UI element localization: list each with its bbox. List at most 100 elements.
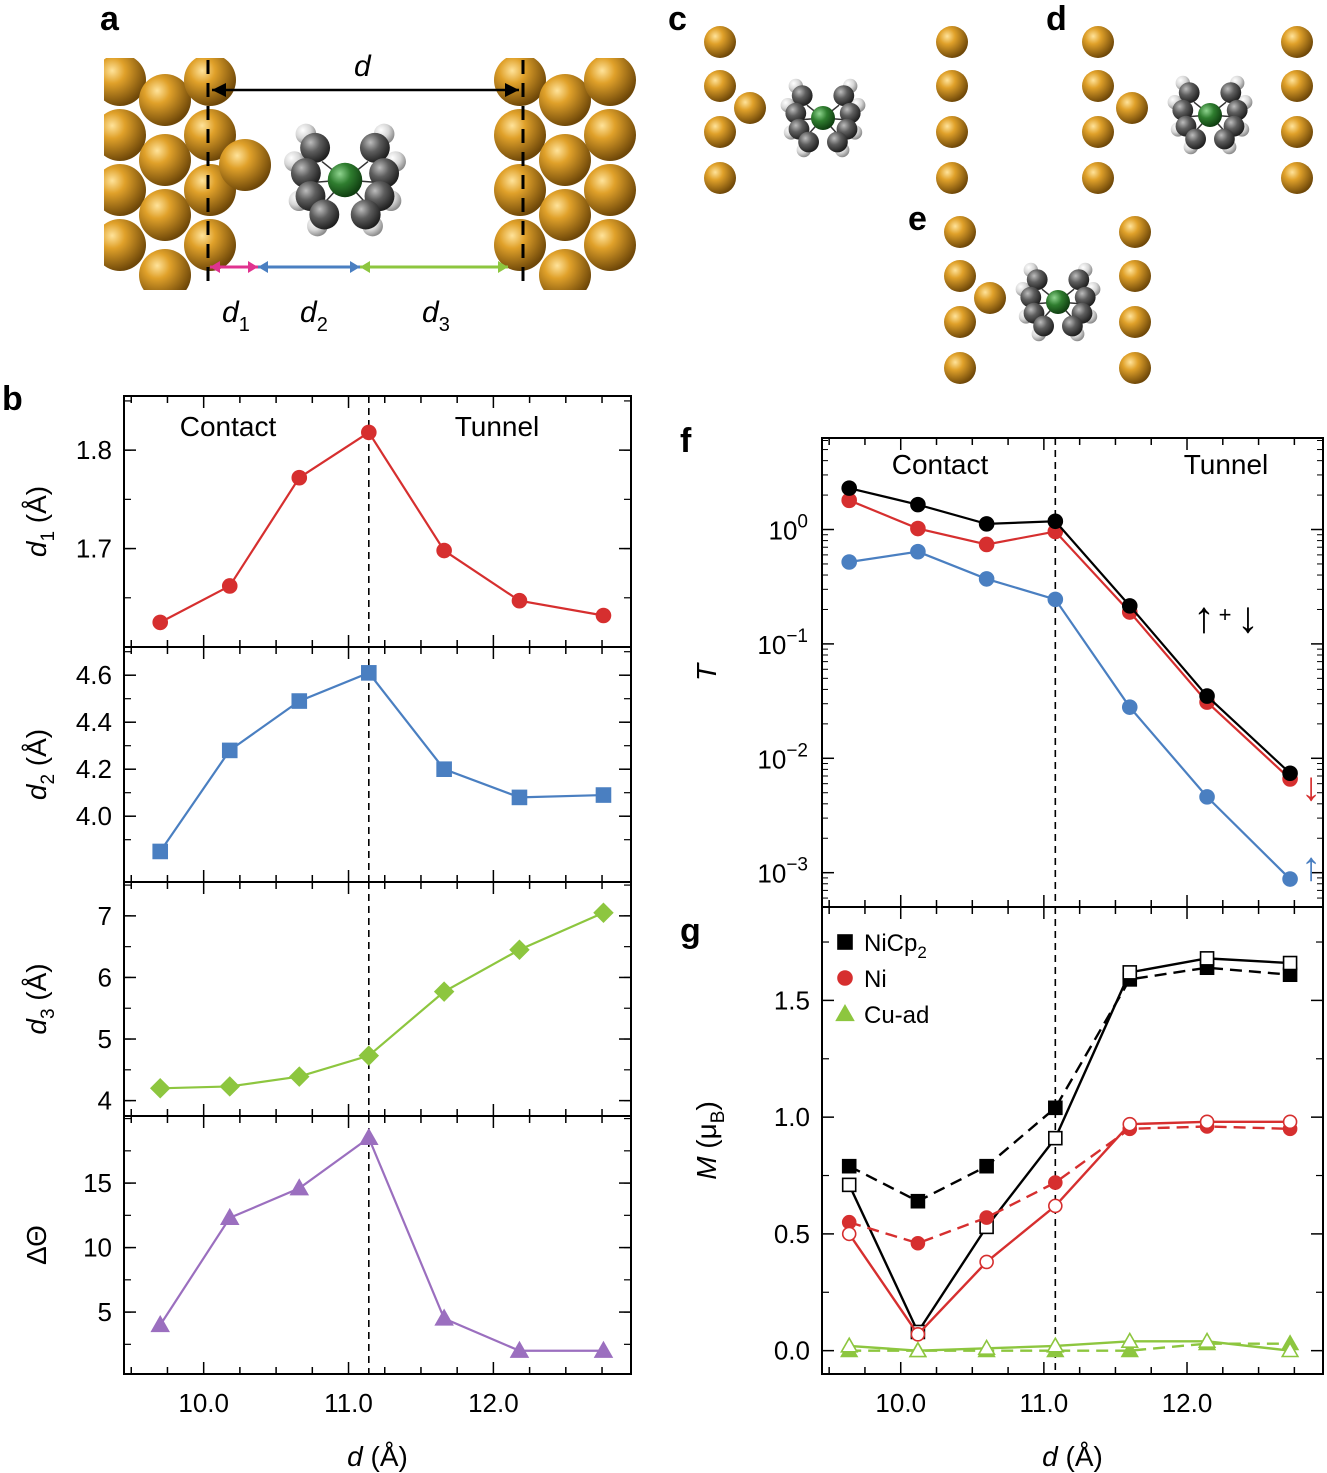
series-line-Ni-filled (848, 1125, 1291, 1245)
y-axis-label: d1 (Å) (21, 486, 59, 557)
series-line (159, 671, 604, 853)
series-line (160, 911, 604, 1090)
data-point (1280, 1341, 1300, 1358)
series-line (159, 430, 604, 624)
legend-entry: Ni (864, 966, 887, 993)
gold-atom (104, 58, 146, 106)
data-point (593, 902, 614, 924)
spin-up-total-arrow: ↑ (1193, 593, 1215, 642)
spin-down-arrow: ↓ (1301, 765, 1321, 809)
chart-d1: 1.7 1.8 d1 (Å) Contact Tunnel (21, 395, 632, 648)
gold-atom (1281, 70, 1313, 102)
carbon-atom (1026, 269, 1048, 290)
gold-atom (139, 134, 191, 186)
y-tick-label: 0.5 (774, 1219, 810, 1249)
chart-d3: 4 5 6 7 d3 (Å) (21, 881, 632, 1117)
data-point (1199, 1114, 1215, 1130)
data-point (1121, 699, 1138, 715)
y-tick-label: 7 (98, 901, 112, 931)
chart-d2: 4.0 4.2 4.4 4.6 d2 (Å) (21, 646, 632, 883)
region-label-contact: Contact (180, 411, 277, 442)
gold-atom (584, 164, 636, 216)
gold-atom (539, 134, 591, 186)
x-tick-label: 10.0 (875, 1388, 926, 1418)
gold-atom (494, 219, 546, 271)
panel-letter-c: c (668, 0, 687, 38)
carbon-atom (1068, 269, 1090, 290)
y-axis-label: d2 (Å) (21, 729, 59, 800)
y-tick-label: 1.0 (774, 1102, 810, 1132)
data-point (434, 1308, 454, 1326)
carbon-atom (833, 85, 855, 106)
data-point (1282, 1114, 1298, 1130)
nickel-atom (1046, 290, 1070, 314)
carbon-atom (290, 158, 321, 189)
panel-letter-g: g (680, 912, 701, 950)
gold-atom (104, 164, 146, 216)
y-tick-label: 10−2 (757, 740, 808, 774)
data-point (841, 1158, 857, 1174)
data-point (1048, 1130, 1063, 1146)
y-tick-label: 4.4 (76, 707, 112, 737)
series-line (159, 1136, 604, 1352)
data-point (361, 665, 377, 681)
data-point (1048, 1100, 1063, 1116)
data-point (908, 1341, 928, 1358)
y-axis-label: T (691, 662, 722, 681)
y-tick-label: 1.8 (76, 435, 112, 465)
carbon-atom (839, 102, 861, 124)
structure-c (704, 26, 968, 194)
gold-atom (539, 189, 591, 241)
data-point (910, 543, 926, 560)
spin-up-arrow: ↑ (1301, 845, 1321, 889)
data-point (910, 496, 926, 513)
nickel-atom (811, 106, 835, 130)
spin-plus-sign: + (1219, 602, 1232, 627)
carbon-atom (1226, 99, 1248, 121)
gold-atom (704, 26, 736, 58)
gold-atom (1119, 216, 1151, 248)
y-tick-label: 5 (98, 1297, 112, 1327)
data-point (978, 536, 995, 553)
data-point (595, 787, 612, 803)
y-tick-label: 10 (83, 1233, 112, 1263)
plot-frame (821, 906, 1324, 1375)
panel-letter-b: b (2, 380, 23, 418)
data-point (221, 578, 238, 594)
data-point (910, 1235, 926, 1251)
y-tick-label: 1.5 (774, 985, 810, 1015)
data-point (1047, 513, 1064, 530)
data-point (1047, 591, 1064, 608)
data-point (509, 939, 530, 960)
gold-atom (1082, 116, 1114, 148)
gold-atom (936, 26, 968, 58)
gold-atom (139, 249, 191, 290)
series-line-spin-down (848, 499, 1291, 780)
gold-atom (1082, 26, 1114, 58)
d3-label: d3 (422, 296, 450, 336)
data-point (910, 520, 926, 537)
data-point (1122, 1116, 1138, 1132)
gold-atom (944, 260, 976, 292)
x-axis-label: d (Å) (1042, 1441, 1103, 1472)
y-axis-label: M (μB) (691, 1101, 729, 1180)
legend-entry: Cu-ad (864, 1002, 929, 1029)
panel-letter-a: a (100, 0, 120, 38)
y-tick-label: 4.6 (76, 660, 112, 690)
data-point (1120, 1331, 1139, 1348)
data-point (1122, 965, 1138, 980)
data-point (841, 480, 857, 496)
gold-atom (1281, 26, 1313, 58)
data-point (289, 1066, 310, 1087)
legend-marker (837, 970, 853, 986)
gold-atom (494, 58, 546, 106)
d-arrow-head-right (505, 83, 519, 97)
data-point (436, 542, 452, 559)
data-point (152, 614, 169, 631)
gold-atom (944, 216, 976, 248)
spin-down-total-arrow: ↓ (1237, 593, 1259, 642)
panel-letter-e: e (908, 200, 927, 238)
y-tick-label: 4.2 (76, 754, 112, 784)
data-point (1121, 598, 1138, 614)
